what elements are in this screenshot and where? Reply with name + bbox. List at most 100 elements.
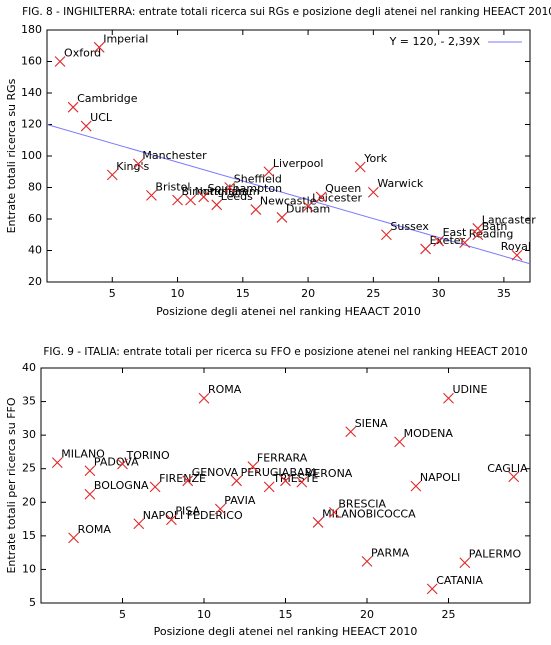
point-label: York	[363, 152, 388, 165]
point	[410, 480, 422, 492]
point	[296, 476, 308, 488]
point-label: FIRENZE	[159, 472, 206, 485]
point	[182, 475, 194, 487]
point-label: FERRARA	[257, 452, 308, 465]
y-tick-label: 10	[22, 562, 36, 575]
y-axis-label: Entrate totali per ricerca su FFO	[5, 397, 18, 573]
y-tick-label: 40	[22, 361, 36, 374]
point	[80, 120, 92, 132]
y-tick-label: 180	[21, 23, 42, 36]
point-label: MODENA	[404, 427, 454, 440]
point	[84, 465, 96, 477]
point	[146, 189, 157, 201]
point	[51, 457, 63, 469]
point	[394, 436, 405, 448]
point-label: Lancaster	[482, 213, 536, 226]
point	[315, 191, 327, 203]
point	[93, 41, 105, 53]
point-label: BRESCIA	[338, 497, 386, 510]
point-label: Newcastle	[260, 195, 317, 208]
point	[67, 101, 79, 113]
x-tick-label: 25	[366, 287, 380, 300]
point-label: CAGLIA	[487, 462, 528, 475]
point	[367, 186, 379, 198]
point-label: Sussex	[390, 220, 429, 233]
point	[84, 488, 96, 500]
point-label: BARI	[290, 466, 316, 479]
point	[381, 229, 392, 241]
point-label: Bath	[482, 220, 508, 233]
point	[198, 191, 210, 203]
point	[247, 461, 259, 473]
point-label: TORINO	[126, 449, 170, 462]
point-label: NAPOLI	[420, 471, 460, 484]
point-label: Durham	[286, 202, 330, 215]
point-label: CATANIA	[436, 574, 483, 587]
point-label: Nottingham	[195, 185, 260, 198]
point-label: MILANO	[61, 448, 105, 461]
point-label: PALERMO	[469, 548, 522, 561]
point-label: ROMA	[208, 383, 242, 396]
point	[508, 471, 520, 483]
y-tick-label: 60	[28, 212, 42, 225]
point	[420, 243, 431, 255]
point	[211, 199, 223, 211]
point-label: PARMA	[371, 546, 410, 559]
point	[472, 229, 484, 241]
x-tick-label: 25	[442, 608, 456, 621]
point	[263, 166, 275, 178]
x-axis-label: Posizione degli atenei nel ranking HEEAC…	[154, 625, 418, 638]
y-tick-label: 80	[28, 181, 42, 194]
point-label: Manchester	[142, 149, 207, 162]
y-tick-label: 15	[22, 529, 36, 542]
point-label: Oxford	[64, 47, 101, 60]
x-tick-label: 15	[279, 608, 293, 621]
point	[166, 514, 177, 526]
point	[443, 392, 454, 404]
x-tick-label: 5	[119, 608, 126, 621]
y-tick-label: 20	[28, 275, 42, 288]
legend-label: Y = 120, - 2,39X	[389, 35, 481, 48]
point	[250, 204, 262, 215]
point-label: PAVIA	[224, 494, 256, 507]
trend-line	[46, 124, 531, 265]
point	[511, 249, 523, 261]
point	[354, 161, 366, 173]
point	[231, 475, 242, 487]
x-tick-label: 15	[236, 287, 250, 300]
y-tick-label: 100	[21, 149, 42, 162]
x-axis-label: Posizione degli atenei nel ranking HEAAC…	[156, 305, 421, 318]
point-label: ROMA	[78, 523, 112, 536]
point-label: East	[443, 226, 467, 239]
point	[132, 158, 144, 170]
y-tick-label: 120	[21, 118, 42, 131]
point	[224, 182, 236, 193]
point-label: Warwick	[377, 177, 424, 190]
chart-title: FIG. 9 - ITALIA: entrate totali per rice…	[43, 346, 527, 358]
y-tick-label: 25	[22, 462, 36, 475]
point	[312, 517, 324, 528]
point-label: GENOVA	[192, 466, 239, 479]
point-label: Cambridge	[77, 92, 138, 105]
point	[361, 555, 373, 567]
point	[198, 392, 210, 404]
point-label: Bristol	[155, 180, 190, 193]
point	[117, 458, 128, 470]
point	[302, 201, 314, 212]
point-label: PADOVA	[94, 456, 139, 469]
point-label: BOLOGNA	[94, 479, 149, 492]
point-label: SIENA	[355, 417, 388, 430]
x-tick-label: 5	[109, 287, 116, 300]
point	[214, 503, 226, 515]
y-tick-label: 35	[22, 395, 36, 408]
point-label: UDINE	[453, 383, 488, 396]
point	[345, 426, 357, 438]
point	[276, 212, 288, 223]
point	[68, 532, 79, 544]
x-tick-label: 10	[197, 608, 211, 621]
point-label: Imperial	[103, 32, 148, 45]
y-tick-label: 40	[28, 244, 42, 257]
point-label: Queen	[325, 182, 361, 195]
point	[459, 237, 471, 249]
